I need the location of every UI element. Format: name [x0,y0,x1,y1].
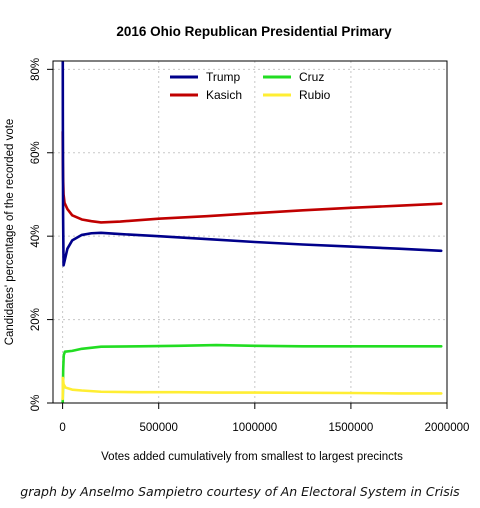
series-line-trump [61,61,443,267]
x-tick-label: 0 [59,422,65,434]
x-tick-label: 2000000 [425,422,470,434]
chart: 2016 Ohio Republican Presidential Primar… [4,24,469,463]
credit-caption: graph by Anselmo Sampietro courtesy of A… [20,484,460,499]
x-axis-label: Votes added cumulatively from smallest t… [101,451,403,463]
legend-label-rubio: Rubio [299,88,331,102]
series-line-cruz [61,343,443,403]
y-tick-label: 0% [30,395,42,412]
plot-frame [52,60,448,404]
chart-title: 2016 Ohio Republican Presidential Primar… [116,24,392,39]
legend-label-kasich: Kasich [206,88,242,102]
y-tick-label: 20% [30,308,42,331]
plot-lines [61,61,443,403]
x-tick-label: 1000000 [232,422,277,434]
legend-label-trump: Trump [206,70,241,84]
legend: Trump Kasich Cruz Rubio [170,70,331,102]
series-line-kasich [61,130,443,224]
legend-label-cruz: Cruz [299,70,324,84]
y-tick-label: 60% [30,141,42,164]
y-tick-label: 40% [30,225,42,248]
y-tick-label: 80% [30,58,42,81]
y-axis-label: Candidates' percentage of the recorded v… [4,119,16,346]
x-tick-label: 500000 [140,422,178,434]
axes: 0 500000 1000000 1500000 2000000 0% 20% 40% 60% 8… [30,58,469,434]
series-line-rubio [61,376,443,401]
grid [53,61,448,404]
x-tick-label: 1500000 [329,422,374,434]
